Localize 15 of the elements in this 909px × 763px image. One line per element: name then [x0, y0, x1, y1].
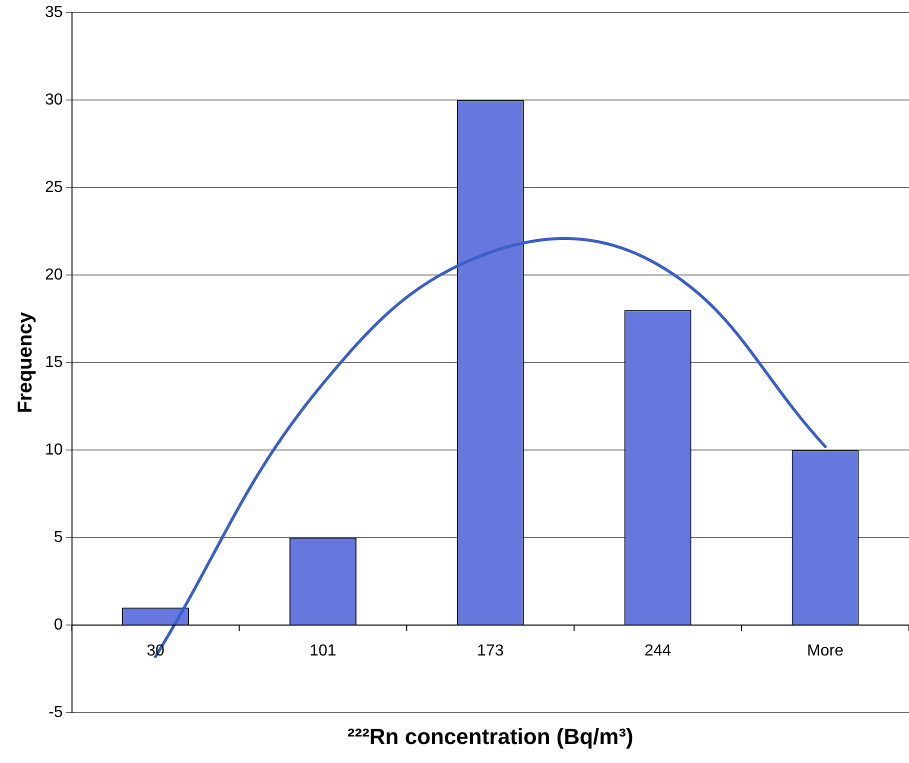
- y-tick-label: 5: [54, 529, 63, 546]
- y-tick-label: 10: [45, 442, 63, 459]
- y-axis-title: Frequency: [14, 311, 37, 414]
- y-tick-label: 0: [54, 616, 63, 634]
- x-tick-label: 244: [644, 642, 672, 660]
- y-tick-label: 25: [45, 179, 63, 196]
- x-tick-label: 173: [477, 642, 504, 660]
- y-tick-label: 35: [45, 4, 63, 22]
- x-tick-label: More: [807, 642, 844, 660]
- y-tick-label: 15: [45, 354, 63, 372]
- y-tick-label: -5: [48, 704, 63, 722]
- y-tick-label: 30: [45, 92, 63, 109]
- y-tick-label: 20: [45, 266, 63, 284]
- x-tick-label: 101: [310, 642, 336, 660]
- x-axis-title: ²²²Rn concentration (Bq/m³): [347, 724, 634, 749]
